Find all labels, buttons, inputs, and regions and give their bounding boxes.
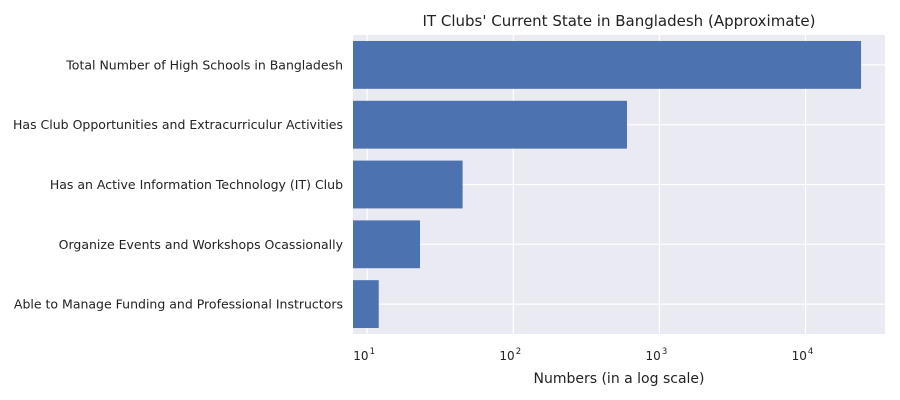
category-label: Able to Manage Funding and Professional … xyxy=(14,297,343,312)
category-label: Has an Active Information Technology (IT… xyxy=(50,177,343,192)
bar xyxy=(353,160,463,209)
x-tick-label: 103 xyxy=(646,347,668,363)
bar xyxy=(353,100,627,149)
chart-title: IT Clubs' Current State in Bangladesh (A… xyxy=(423,12,816,30)
x-axis-ticks: 101 102 103 104 xyxy=(353,347,813,363)
x-tick-label: 104 xyxy=(792,347,814,363)
x-tick-label: 101 xyxy=(353,347,375,363)
category-label: Total Number of High Schools in Banglade… xyxy=(65,57,343,72)
bar xyxy=(353,220,421,269)
x-axis-label: Numbers (in a log scale) xyxy=(533,371,704,387)
bar xyxy=(353,280,379,329)
category-labels: Total Number of High Schools in Banglade… xyxy=(13,57,344,311)
x-tick-label: 102 xyxy=(499,347,521,363)
category-label: Organize Events and Workshops Ocassional… xyxy=(59,237,344,252)
category-label: Has Club Opportunities and Extracurricul… xyxy=(13,117,343,132)
bar xyxy=(353,40,862,89)
bars xyxy=(353,40,862,329)
